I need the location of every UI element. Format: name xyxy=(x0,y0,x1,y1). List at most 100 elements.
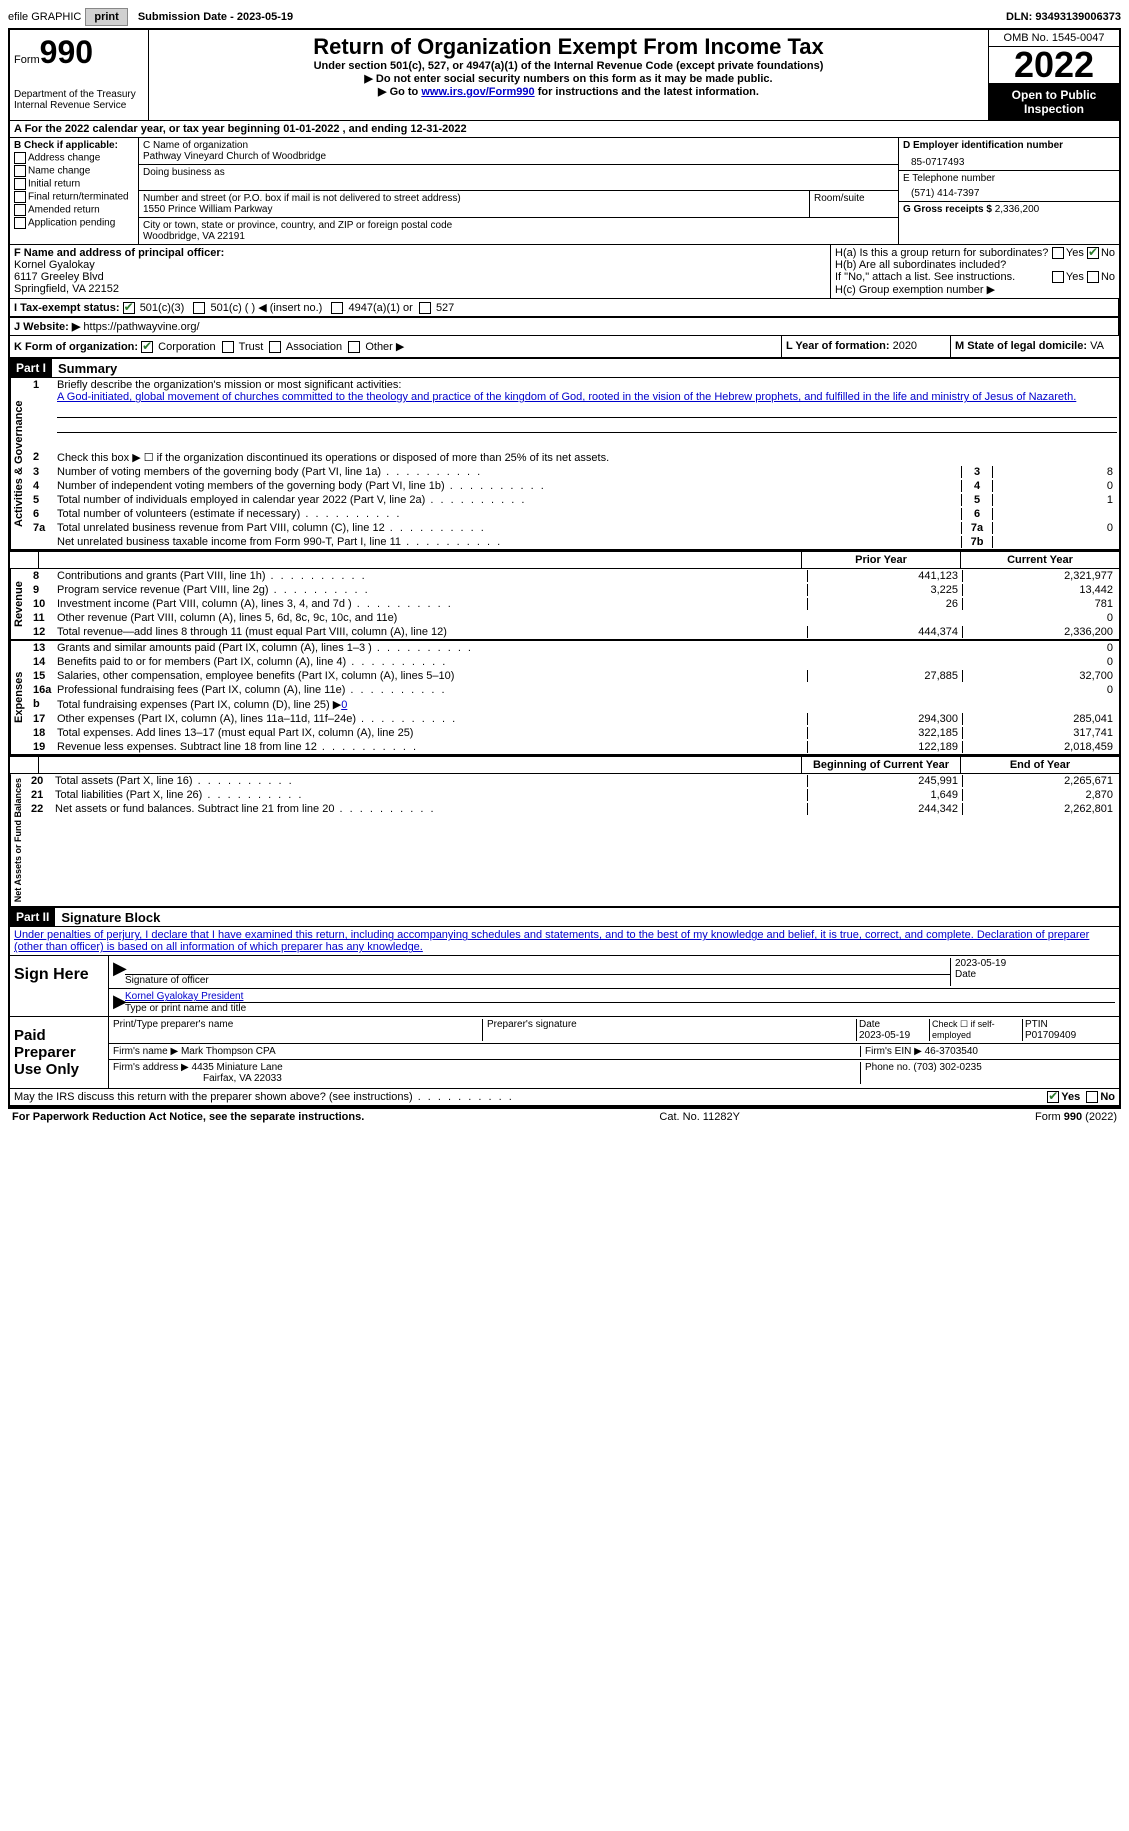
vl-activities: Activities & Governance xyxy=(10,378,27,549)
line-8: 8Contributions and grants (Part VIII, li… xyxy=(27,569,1119,583)
header-mid: Return of Organization Exempt From Incom… xyxy=(149,30,988,120)
submission-date: Submission Date - 2023-05-19 xyxy=(132,11,293,23)
form-header: Form990 Department of the Treasury Inter… xyxy=(10,30,1119,121)
line-text: Net unrelated business taxable income fr… xyxy=(57,536,961,548)
sig-date-label: Date xyxy=(955,969,1115,980)
form-990: Form990 Department of the Treasury Inter… xyxy=(8,28,1121,1109)
city: Woodbridge, VA 22191 xyxy=(143,231,894,242)
line-text: Total revenue—add lines 8 through 11 (mu… xyxy=(57,626,807,638)
phone-label: E Telephone number xyxy=(903,173,1115,184)
ein-label: D Employer identification number xyxy=(903,140,1115,151)
line-text: Investment income (Part VIII, column (A)… xyxy=(57,598,807,610)
yes-label: Yes xyxy=(1066,271,1084,283)
identity-grid: B Check if applicable: Address change Na… xyxy=(10,138,1119,245)
room-label: Room/suite xyxy=(814,193,894,204)
chk-527[interactable] xyxy=(419,302,431,314)
i-label: I Tax-exempt status: xyxy=(14,302,120,314)
discuss-row: May the IRS discuss this return with the… xyxy=(10,1089,1119,1107)
sign-here-row: Sign Here ▶ Signature of officer 2023-05… xyxy=(10,955,1119,1017)
hb-row: H(b) Are all subordinates included? Yes … xyxy=(835,259,1115,271)
chk-corp[interactable] xyxy=(141,341,153,353)
current-val: 2,262,801 xyxy=(963,803,1117,815)
j-label: J Website: ▶ xyxy=(14,321,80,333)
chk-501c3[interactable] xyxy=(123,302,135,314)
current-val: 2,336,200 xyxy=(963,626,1117,638)
officer-name: Kornel Gyalokay xyxy=(14,259,826,271)
line-7a: 7aTotal unrelated business revenue from … xyxy=(27,521,1119,535)
chk-assoc[interactable] xyxy=(269,341,281,353)
ha-label: H(a) Is this a group return for subordin… xyxy=(835,247,1048,259)
gross-cell: G Gross receipts $ 2,336,200 xyxy=(899,202,1119,217)
line-3: 3Number of voting members of the governi… xyxy=(27,465,1119,479)
website-cell: J Website: ▶ https://pathwayvine.org/ xyxy=(10,318,1119,335)
line-16b: bTotal fundraising expenses (Part IX, co… xyxy=(27,697,1119,712)
part2-title: Signature Block xyxy=(55,910,160,925)
current-val: 0 xyxy=(963,684,1117,696)
gross-receipts: 2,336,200 xyxy=(995,204,1040,215)
discuss-no-chk[interactable] xyxy=(1086,1091,1098,1103)
current-val: 2,321,977 xyxy=(963,570,1117,582)
boy-eoy-header: Beginning of Current Year End of Year xyxy=(10,756,1119,774)
phone-cell: E Telephone number (571) 414-7397 xyxy=(899,171,1119,202)
chk-app-pending[interactable]: Application pending xyxy=(14,217,134,229)
prep-phone: (703) 302-0235 xyxy=(913,1062,981,1073)
line-21: 21Total liabilities (Part X, line 26)1,6… xyxy=(25,788,1119,802)
preparer-line1: Print/Type preparer's name Preparer's si… xyxy=(109,1017,1119,1044)
preparer-label: Paid Preparer Use Only xyxy=(10,1017,109,1088)
sig-name: Kornel Gyalokay President xyxy=(125,991,1115,1003)
chk-label: Amended return xyxy=(28,205,100,216)
prep-date-label: Date xyxy=(859,1019,880,1030)
net-body: 20Total assets (Part X, line 16)245,9912… xyxy=(25,774,1119,906)
opt-corp: Corporation xyxy=(158,341,215,353)
sig-officer-line: ▶ Signature of officer 2023-05-19 Date xyxy=(109,956,1119,989)
current-val: 285,041 xyxy=(963,713,1117,725)
opt-501c: 501(c) ( ) ◀ (insert no.) xyxy=(211,302,323,314)
current-val: 0 xyxy=(963,642,1117,654)
discuss-yes-chk[interactable] xyxy=(1047,1091,1059,1103)
opt-501c3: 501(c)(3) xyxy=(140,302,185,314)
irs-link[interactable]: www.irs.gov/Form990 xyxy=(421,86,534,98)
firm-addr: 4435 Miniature Lane xyxy=(192,1062,283,1073)
line-14: 14Benefits paid to or for members (Part … xyxy=(27,655,1119,669)
firm-name: Mark Thompson CPA xyxy=(181,1046,276,1057)
tax-year: 2022 xyxy=(989,47,1119,84)
opt-assoc: Association xyxy=(286,341,342,353)
line-11: 11Other revenue (Part VIII, column (A), … xyxy=(27,611,1119,625)
chk-label: Initial return xyxy=(28,179,80,190)
state-domicile-cell: M State of legal domicile: VA xyxy=(951,336,1119,357)
firm-ein: 46-3703540 xyxy=(925,1046,978,1057)
line2-text: Check this box ▶ ☐ if the organization d… xyxy=(57,451,1117,464)
chk-amended[interactable]: Amended return xyxy=(14,204,134,216)
vl-revenue: Revenue xyxy=(10,569,27,639)
line-text: Net assets or fund balances. Subtract li… xyxy=(55,803,807,815)
line-val: 0 xyxy=(993,522,1117,534)
sig-officer-label: Signature of officer xyxy=(125,975,950,986)
line-1: 1 Briefly describe the organization's mi… xyxy=(27,378,1119,450)
activities-governance-section: Activities & Governance 1 Briefly descri… xyxy=(10,378,1119,551)
chk-4947[interactable] xyxy=(331,302,343,314)
print-button[interactable]: print xyxy=(85,8,127,26)
revenue-section: Revenue 8Contributions and grants (Part … xyxy=(10,569,1119,641)
prior-val: 244,342 xyxy=(807,803,963,815)
open-inspection: Open to Public Inspection xyxy=(989,84,1119,120)
line1-label: Briefly describe the organization's miss… xyxy=(57,379,401,391)
part2-tag: Part II xyxy=(10,908,55,926)
sig-name-label: Type or print name and title xyxy=(125,1003,1115,1014)
officer-addr1: 6117 Greeley Blvd xyxy=(14,271,826,283)
chk-initial-return[interactable]: Initial return xyxy=(14,178,134,190)
org-name-label: C Name of organization xyxy=(143,140,894,151)
line-text: Benefits paid to or for members (Part IX… xyxy=(57,656,807,668)
chk-final-return[interactable]: Final return/terminated xyxy=(14,191,134,203)
expenses-section: Expenses 13Grants and similar amounts pa… xyxy=(10,641,1119,756)
chk-name-change[interactable]: Name change xyxy=(14,165,134,177)
yes-label: Yes xyxy=(1061,1091,1080,1103)
chk-address-change[interactable]: Address change xyxy=(14,152,134,164)
line-16a: 16aProfessional fundraising fees (Part I… xyxy=(27,683,1119,697)
chk-other[interactable] xyxy=(348,341,360,353)
chk-trust[interactable] xyxy=(222,341,234,353)
room-cell: Room/suite xyxy=(810,191,898,217)
line-text: Salaries, other compensation, employee b… xyxy=(57,670,807,682)
line-text: Number of independent voting members of … xyxy=(57,480,961,492)
chk-501c[interactable] xyxy=(193,302,205,314)
row-f-h: F Name and address of principal officer:… xyxy=(10,245,1119,299)
